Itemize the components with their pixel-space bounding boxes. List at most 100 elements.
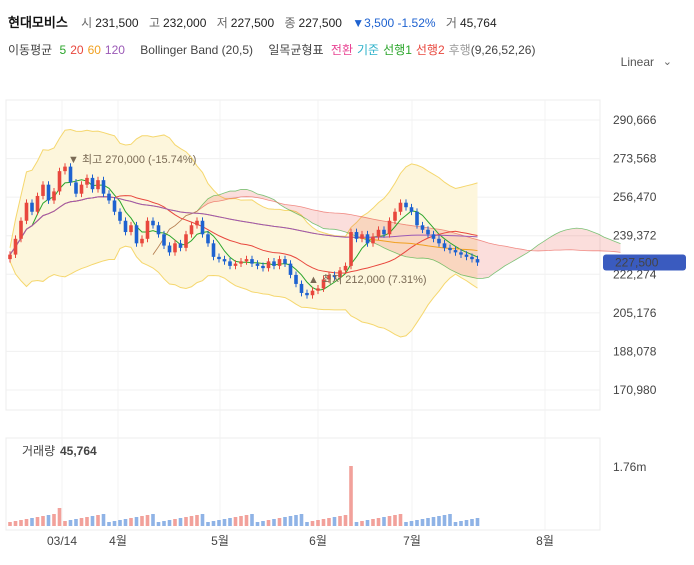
candle-body [206, 234, 210, 244]
volume-bar [112, 521, 117, 526]
candle-body [167, 245, 172, 253]
volume-bar [222, 519, 227, 526]
volume-bar [195, 515, 199, 526]
candle-body [228, 261, 232, 266]
candle-body [448, 247, 452, 251]
volume-bar [459, 521, 463, 526]
candle-body [343, 265, 348, 271]
ma-label[interactable]: 이동평균 [8, 43, 53, 57]
volume-panel-frame [5, 437, 601, 531]
candle-body [8, 254, 12, 260]
candle-body [398, 202, 403, 212]
volume-bar [46, 515, 51, 526]
candle-body [426, 229, 430, 235]
volume-bar [85, 517, 89, 526]
candle-body [470, 256, 474, 260]
candle-body [46, 184, 51, 201]
candle-body [134, 225, 139, 244]
ma120-line [9, 196, 478, 255]
candle-body [409, 207, 414, 212]
candle-body [101, 180, 106, 194]
ichimoku-params: (9,26,52,26) [470, 43, 536, 57]
candle-body [151, 220, 155, 226]
y-tick-label: 273,568 [613, 152, 657, 166]
ichimoku-span1: 선행1 [383, 43, 412, 57]
volume-bar [200, 514, 205, 526]
candle-body [365, 234, 370, 244]
candle-body [239, 261, 243, 264]
y-tick-label: 222,274 [613, 267, 657, 281]
candle-body [354, 232, 359, 239]
volume-bar [294, 515, 298, 526]
ma-60: 60 [87, 43, 101, 57]
volume-bar [464, 520, 469, 526]
candle-body [79, 184, 84, 194]
volume-bar [52, 514, 56, 526]
volume-bar [178, 518, 183, 526]
volume-bar [167, 520, 172, 526]
volume-bar [255, 522, 260, 526]
ichimoku-span1-line [152, 188, 621, 279]
volume-bar [349, 466, 353, 526]
candle-body [162, 234, 166, 246]
volume-bar [288, 516, 293, 526]
candle-body [233, 263, 238, 266]
volume-bar [376, 518, 381, 526]
volume-bar [228, 518, 232, 526]
y-tick-label: 205,176 [613, 306, 657, 320]
volume-bar [233, 517, 238, 526]
candle-body [453, 250, 458, 253]
volume-bar [283, 517, 287, 526]
volume-bar [206, 522, 210, 526]
volume-bar [437, 516, 441, 526]
volume-bar [404, 522, 408, 526]
x-tick-label: 8월 [536, 534, 554, 548]
candle-body [13, 238, 18, 255]
volume-bar [244, 515, 249, 526]
volume-bar [343, 515, 348, 526]
candle-body [299, 283, 304, 293]
volume-bar [261, 521, 265, 526]
candle-body [332, 274, 337, 278]
candle-body [464, 254, 469, 257]
volume-bar [365, 520, 370, 526]
y-tick-label: 290,666 [613, 113, 657, 127]
candle-body [442, 243, 447, 248]
candle-body [283, 259, 287, 264]
candle-body [431, 234, 436, 239]
candle-body [349, 232, 353, 266]
candle-body [96, 180, 100, 190]
ichimoku-label[interactable]: 일목균형표 [268, 43, 324, 57]
chevron-down-icon[interactable]: ⌄ [662, 56, 672, 68]
candle-body [68, 166, 73, 183]
candle-body [52, 191, 56, 201]
x-tick-label: 6월 [309, 534, 327, 548]
volume-label: 거 [445, 16, 457, 30]
candle-body [156, 225, 161, 235]
volume-bar [145, 515, 150, 526]
candle-body [184, 234, 188, 248]
volume-bar [393, 515, 397, 526]
volume-bar [107, 522, 111, 526]
volume-tick-label: 1.76m [613, 460, 646, 474]
y-tick-label: 256,470 [613, 190, 657, 204]
scale-selector[interactable]: Linear [620, 55, 654, 69]
low-value: 227,500 [230, 16, 275, 30]
close-label: 종 [284, 16, 296, 30]
bollinger-band-area [10, 129, 478, 337]
candle-body [266, 261, 271, 269]
bollinger-label[interactable]: Bollinger Band (20,5) [140, 43, 254, 57]
volume-bar [431, 517, 436, 526]
candle-body [112, 200, 117, 212]
volume-bar [360, 521, 364, 526]
candle-body [475, 259, 480, 263]
candle-body [24, 202, 29, 221]
candle-body [107, 193, 111, 201]
candle-body [404, 202, 408, 208]
candle-body [305, 292, 309, 296]
ma-120: 120 [104, 43, 125, 57]
volume-bar [475, 518, 480, 526]
volume-bar [420, 519, 425, 526]
volume-value: 45,764 [60, 444, 97, 458]
